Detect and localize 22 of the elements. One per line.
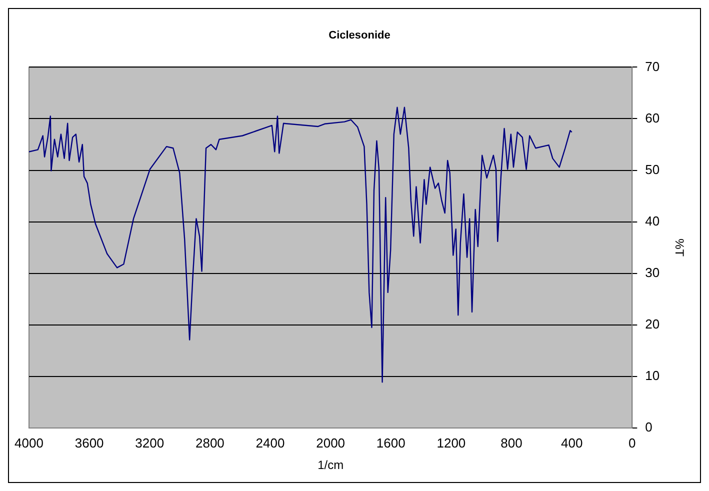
y-tick-label: 40 xyxy=(645,213,660,228)
y-tick-label: 0 xyxy=(645,420,652,435)
x-axis-title: 1/cm xyxy=(318,458,344,472)
chart-title: Ciclesonide xyxy=(328,30,390,42)
y-tick-label: 60 xyxy=(645,110,660,126)
y-axis-title: %T xyxy=(672,238,686,258)
x-tick-label: 2400 xyxy=(256,435,285,450)
y-tick-label: 20 xyxy=(645,316,660,332)
x-tick-label: 3600 xyxy=(74,435,104,450)
y-tick-label: 50 xyxy=(645,162,660,177)
x-tick-label: 1600 xyxy=(376,435,406,450)
x-tick-label: 2000 xyxy=(316,435,346,450)
x-tick-label: 4000 xyxy=(14,435,44,450)
x-tick-label: 1200 xyxy=(436,435,466,450)
x-tick-label: 0 xyxy=(628,435,636,450)
x-tick-label: 400 xyxy=(560,435,583,450)
x-tick-label: 3200 xyxy=(135,435,164,450)
y-tick-label: 70 xyxy=(645,58,660,74)
y-tick-label: 10 xyxy=(645,368,660,384)
x-tick-label: 800 xyxy=(500,435,522,450)
y-tick-label: 30 xyxy=(645,264,660,280)
x-tick-label: 2800 xyxy=(195,435,224,450)
